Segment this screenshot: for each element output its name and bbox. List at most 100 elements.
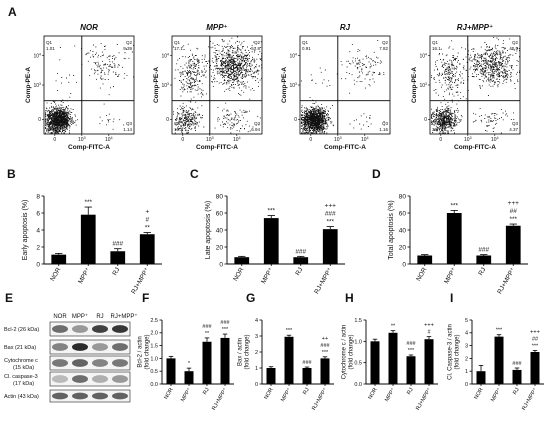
y-tick-label: 8 (36, 193, 40, 200)
x-tick-label: 103 (464, 136, 472, 143)
y-axis-label: Cytochrome c / actin (342, 325, 348, 380)
y-tick-label: 0 (36, 261, 40, 268)
x-tick-label: 103 (206, 136, 214, 143)
bar (263, 218, 279, 264)
y-axis-label: Late apoptosis (%) (205, 201, 212, 259)
x-tick-label: 104 (361, 136, 369, 143)
bar (80, 214, 96, 264)
y-tick-label: 0 (38, 117, 41, 123)
y-tick-label: 0 (402, 261, 406, 268)
tick-exp: 4 (111, 136, 113, 140)
tick-exp: 3 (84, 136, 86, 140)
x-tick-label: MPP⁺ (260, 267, 275, 286)
bar (476, 255, 492, 264)
x-tick-label: RJ+MPP⁺ (210, 386, 228, 411)
x-tick-label: MPP⁺ (443, 267, 458, 286)
bar (417, 255, 433, 264)
blot-band (72, 359, 88, 367)
flow-ylabel: Comp-PE-A (411, 67, 418, 103)
bar (406, 356, 416, 384)
tick-exp: 3 (295, 82, 297, 86)
bar (320, 358, 330, 384)
bar-chart-g: 0 1 2 3 4 Bax / actin (fold change) NOR MPP⁺ *** R… (238, 318, 334, 411)
y-tick-label: 80 (216, 193, 224, 200)
y-tick-label: 0.5 (354, 361, 362, 367)
bar (51, 254, 67, 264)
flow-dots (301, 39, 385, 134)
quadrant-value-q1: 1.01 (46, 46, 55, 51)
bar (202, 341, 212, 384)
flow-xlabel: Comp-FITC-A (196, 144, 238, 151)
x-tick-label: RJ+MPP⁺ (310, 386, 328, 411)
blot-row-label-2: (17 kDa) (13, 381, 34, 387)
blot-band (72, 325, 88, 333)
x-tick-label: RJ (202, 387, 211, 396)
y-tick-label: 1.5 (354, 318, 362, 324)
x-tick-label: RJ+MPP⁺ (496, 267, 517, 296)
x-tick-label: 103 (78, 136, 86, 143)
x-tick-label: 104 (233, 136, 241, 143)
y-tick-label: 20 (399, 244, 407, 251)
y-tick-label: 2.0 (150, 331, 158, 337)
panel-letter-c: C (190, 167, 199, 181)
quadrant-label-q2: Q2 (126, 40, 133, 45)
significance-mark: ### (220, 320, 230, 326)
significance-mark: ** (205, 331, 210, 337)
bar (476, 371, 486, 384)
significance-mark: +++ (508, 200, 520, 207)
x-tick-label: 104 (105, 136, 113, 143)
significance-mark: *** (408, 348, 415, 354)
y-tick-label: 104 (161, 52, 169, 59)
x-tick-label: 0 (53, 137, 56, 143)
blot-band (112, 392, 128, 400)
panel-letter-f: F (142, 291, 149, 305)
blot-strip (49, 355, 131, 371)
y-tick-label: 103 (289, 82, 297, 89)
y-tick-label: 1.0 (354, 339, 362, 345)
flow-dots (45, 42, 134, 134)
blot-band (72, 375, 88, 383)
quadrant-value-q4: 90.1 (302, 127, 311, 132)
x-tick-label: RJ (477, 267, 487, 277)
bar (424, 339, 434, 384)
y-tick-label: 103 (33, 82, 41, 89)
quadrant-value-q2: 40.9 (509, 46, 518, 51)
significance-mark: ### (406, 341, 416, 347)
y-tick-label: 0.0 (354, 382, 362, 388)
y-tick-label: 1.0 (150, 356, 158, 362)
bar (139, 234, 155, 264)
tick-exp: 4 (295, 52, 297, 56)
x-tick-label: RJ (302, 387, 311, 396)
flow-plot-title: RJ+MPP⁺ (457, 23, 493, 32)
quadrant-label-q2: Q2 (512, 40, 519, 45)
panel-letter-h: H (345, 291, 354, 305)
x-tick-label: NOR (263, 387, 274, 401)
significance-mark: *** (84, 199, 92, 206)
quadrant-label-q4: Q4 (174, 121, 181, 126)
flow-plot-title: NOR (80, 23, 98, 32)
quadrant-value-q4: 88.5 (46, 127, 55, 132)
x-tick-label: RJ (406, 387, 415, 396)
y-tick-label: 104 (289, 52, 297, 59)
bar (293, 257, 309, 264)
x-tick-label: MPP⁺ (77, 267, 92, 286)
x-tick-label: 0 (181, 137, 184, 143)
bar-chart-i: 0 1 2 3 4 5 Cl. Caspase-3 / actin (fold change)… (448, 318, 544, 411)
tick-exp: 4 (497, 136, 499, 140)
blot-band (72, 343, 88, 351)
bar (302, 368, 312, 384)
panel-letter-i: I (450, 291, 453, 305)
y-axis-label-2: (fold change) (349, 334, 355, 369)
y-tick-label: 40 (399, 227, 407, 234)
y-tick-label: 1.5 (150, 344, 158, 350)
y-tick-label: 0 (255, 382, 258, 388)
significance-mark: ### (478, 247, 489, 254)
quadrant-label-q3: Q3 (382, 121, 389, 126)
flow-plot-title: MPP⁺ (206, 23, 228, 32)
y-tick-label: 0 (219, 261, 223, 268)
bar (446, 213, 462, 264)
bar (166, 358, 176, 384)
quadrant-value-q3: 1.14 (123, 127, 132, 132)
y-tick-label: 6 (36, 210, 40, 217)
panel-letter-g: G (246, 291, 255, 305)
